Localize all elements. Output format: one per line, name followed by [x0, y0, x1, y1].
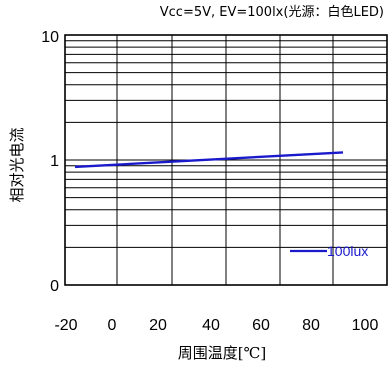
- chart-title: Vcc=5V, EV=100lx(光源：白色LED): [160, 4, 384, 20]
- y-tick-label: 0: [50, 278, 59, 295]
- x-tick-labels: -20 0 20 40 60 80 100: [54, 317, 378, 334]
- y-axis-label: 相对光电流: [8, 127, 26, 202]
- x-tick-label: 0: [108, 317, 117, 334]
- x-tick-label: 80: [302, 317, 320, 334]
- x-tick-label: -20: [54, 317, 77, 334]
- legend: 100lux: [290, 243, 368, 259]
- series-layer: [74, 151, 344, 169]
- plot-frame: [64, 34, 388, 286]
- legend-label: 100lux: [327, 243, 368, 259]
- x-tick-label: 100: [352, 317, 379, 334]
- x-tick-label: 60: [252, 317, 270, 334]
- x-tick-label: 20: [149, 317, 167, 334]
- series-line: [74, 151, 344, 169]
- y-tick-label: 10: [41, 29, 59, 46]
- grid-lines: [65, 35, 387, 285]
- x-tick-label: 40: [202, 317, 220, 334]
- x-axis-label: 周围温度[℃]: [178, 344, 266, 362]
- y-tick-label: 1: [50, 153, 59, 170]
